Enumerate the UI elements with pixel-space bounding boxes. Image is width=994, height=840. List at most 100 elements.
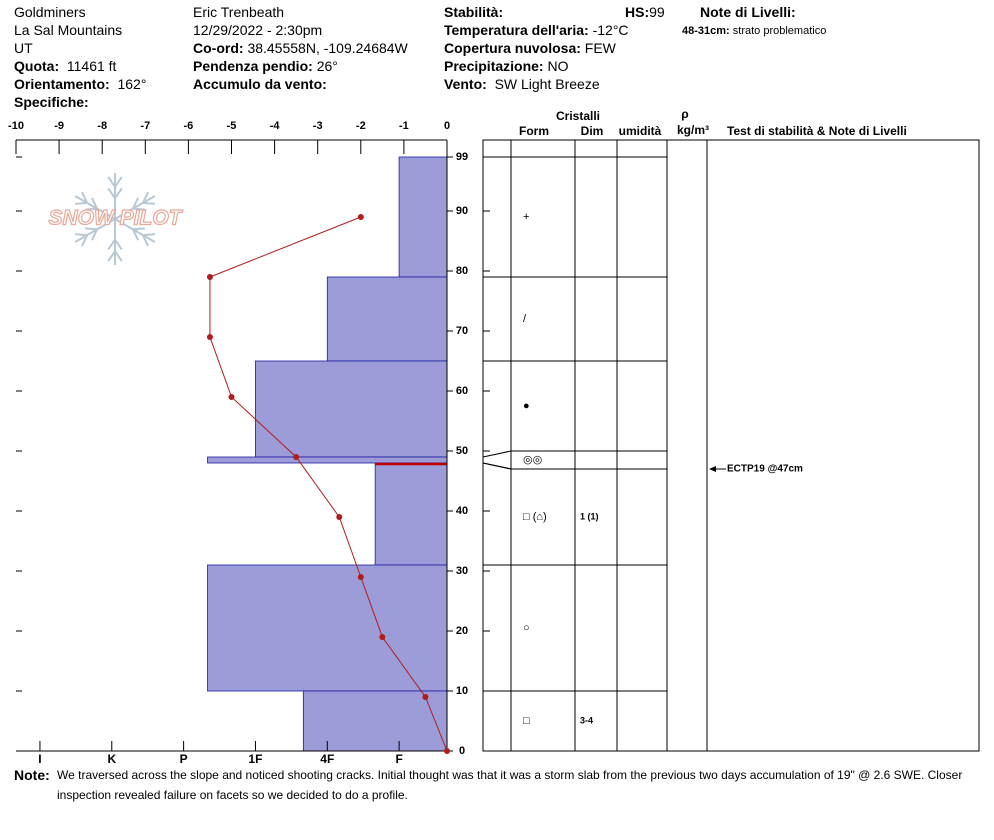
wind: Vento: SW Light Breeze xyxy=(444,75,600,93)
note-label: Note: xyxy=(14,767,50,783)
temperature-point xyxy=(422,694,429,700)
logo-branch xyxy=(114,250,123,262)
hardness-tick-label: I xyxy=(38,752,41,766)
y-tick-label: 90 xyxy=(456,205,468,217)
hardness-tick-label: K xyxy=(107,752,116,766)
logo-branch xyxy=(90,197,98,210)
hardness-layer xyxy=(255,360,448,458)
slope: Pendenza pendio: 26° xyxy=(193,57,338,75)
x-tick-label: -9 xyxy=(54,120,64,132)
note-text: We traversed across the slope and notice… xyxy=(57,768,963,802)
table-header: ρ xyxy=(681,107,688,121)
temperature-point xyxy=(206,274,213,280)
y-tick-label: 80 xyxy=(456,265,468,277)
logo-branch xyxy=(81,191,89,204)
note: Note: We traversed across the slope and n… xyxy=(14,765,984,802)
temperature-point xyxy=(206,334,213,340)
hardness-layer xyxy=(207,564,448,692)
grain-form: □ (⌂) xyxy=(523,511,547,523)
test-arrowhead xyxy=(709,466,716,472)
x-tick-label: -4 xyxy=(270,120,281,132)
logo-branch xyxy=(107,187,116,199)
hs: HS:99 xyxy=(625,3,665,21)
logo-branch xyxy=(107,176,116,188)
grain-form: ○ xyxy=(523,622,530,634)
label: Co-ord: xyxy=(193,40,244,56)
layer-note: 48-31cm: strato problematico xyxy=(682,22,826,40)
x-tick-label: -7 xyxy=(140,120,150,132)
logo-spoke xyxy=(74,218,116,243)
x-tick-label: -2 xyxy=(356,120,366,132)
layer-funnel xyxy=(482,462,512,470)
air-temp: Temperatura dell'aria: -12°C xyxy=(444,21,629,39)
temperature-line xyxy=(209,216,448,752)
grain-size: 3-4 xyxy=(580,715,593,725)
state: UT xyxy=(14,40,33,56)
elevation: Quota: 11461 ft xyxy=(14,57,116,75)
logo-branch xyxy=(81,234,89,247)
x-tick-label: -1 xyxy=(399,120,409,132)
grain-size: 1 (1) xyxy=(580,511,599,521)
observer: Eric Trenbeath xyxy=(193,4,285,20)
table-header: umidità xyxy=(619,124,662,138)
hardness-layer xyxy=(374,462,448,566)
logo-branch xyxy=(75,233,88,237)
hardness-tick-label: F xyxy=(395,752,402,766)
hardness-tick-label: P xyxy=(180,752,188,766)
y-tick-label: 70 xyxy=(456,325,468,337)
label: Accumulo da vento: xyxy=(193,76,327,92)
value: 162° xyxy=(117,76,147,92)
table-frame xyxy=(482,139,980,752)
range: 48-31cm: xyxy=(682,25,730,37)
label: Orientamento: xyxy=(14,76,110,92)
temperature-point xyxy=(379,634,386,640)
label: Quota: xyxy=(14,58,60,74)
logo-branch xyxy=(75,201,88,205)
layer-notes: Note di Livelli: xyxy=(700,3,796,21)
logo-branch xyxy=(85,207,98,211)
label: Temperatura dell'aria: xyxy=(444,22,589,38)
y-tick-label: 0 xyxy=(459,745,465,757)
logo-branch xyxy=(107,239,116,251)
hardness-tick-label: 1F xyxy=(248,752,262,766)
grain-form: □ xyxy=(523,715,530,727)
value: 38.45558N, -109.24684W xyxy=(247,40,408,56)
logo-branch xyxy=(132,228,140,241)
logo-branch xyxy=(114,187,123,199)
precip: Precipitazione: NO xyxy=(444,57,568,75)
y-tick-label: 40 xyxy=(456,505,468,517)
range: La Sal Mountains xyxy=(14,22,123,38)
logo-branch xyxy=(114,239,123,251)
label: Precipitazione: xyxy=(444,58,544,74)
hardness-layer xyxy=(207,456,448,464)
hardness-tick-label: 4F xyxy=(320,752,334,766)
coord: Co-ord: 38.45558N, -109.24684W xyxy=(193,39,408,57)
temperature-point xyxy=(357,574,364,580)
logo-branch xyxy=(90,228,98,241)
logo-branch xyxy=(132,197,140,210)
x-tick-label: -10 xyxy=(8,120,24,132)
logo-text: SNOW PILOT xyxy=(49,207,184,230)
value: 99 xyxy=(649,4,665,20)
y-tick-label: 60 xyxy=(456,385,468,397)
test-label: ECTP19 @47cm xyxy=(727,464,803,475)
y-tick-label: 10 xyxy=(456,685,468,697)
value: -12°C xyxy=(592,22,629,38)
sky: Copertura nuvolosa: FEW xyxy=(444,39,616,57)
specifics: Specifiche: xyxy=(14,93,89,111)
label: Vento: xyxy=(444,76,487,92)
grain-form: + xyxy=(523,211,529,223)
x-tick-label: -6 xyxy=(184,120,194,132)
datetime: 12/29/2022 - 2:30pm xyxy=(193,22,323,38)
stability: Stabilità: xyxy=(444,3,503,21)
label: Pendenza pendio: xyxy=(193,58,313,74)
x-tick-label: 0 xyxy=(444,120,450,132)
value: 11461 ft xyxy=(66,58,117,74)
table-header: Dim xyxy=(581,124,604,138)
logo-branch xyxy=(85,227,98,231)
aspect: Orientamento: 162° xyxy=(14,75,146,93)
label: Specifiche: xyxy=(14,94,89,110)
logo-branch xyxy=(142,201,155,205)
